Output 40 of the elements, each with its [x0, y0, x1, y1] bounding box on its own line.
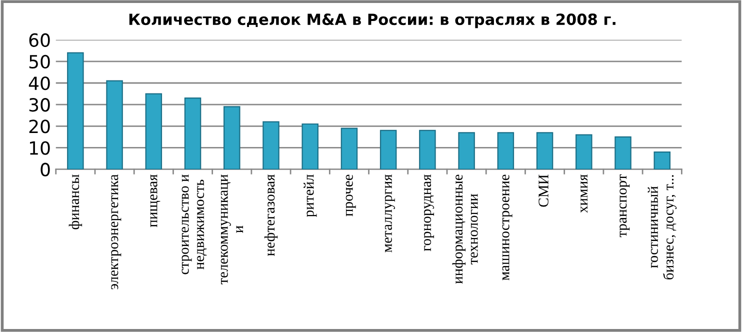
bar [654, 152, 670, 170]
x-tick-label: машиностроение [502, 174, 512, 280]
x-tick-label: металлургия [384, 174, 395, 252]
chart-title: Количество сделок M&A в России: в отраслях в 2008 г. [129, 14, 616, 28]
x-tick-label: прочее [346, 174, 356, 216]
x-tick-label: финансы [68, 174, 82, 230]
y-tick-label: 40 [28, 76, 50, 90]
y-tick-label: 10 [30, 141, 50, 155]
x-tick-label: горнорудная [424, 174, 434, 252]
y-tick-label: 0 [40, 162, 50, 176]
bar [380, 130, 397, 170]
x-tick-label: строительство и недвижимость [182, 174, 207, 274]
x-tick-label: СМИ [538, 174, 548, 207]
bar [67, 52, 84, 170]
bar [184, 98, 202, 170]
y-tick-label: 20 [29, 120, 50, 134]
x-tick-label: ритейл [304, 174, 317, 217]
x-tick-label: электроэнергетика [111, 174, 122, 290]
bar [536, 132, 554, 170]
x-tick-label: пищевая [150, 174, 160, 228]
x-tick-label: транспорт [620, 174, 630, 238]
bar [106, 80, 123, 170]
bar [614, 136, 632, 170]
y-tick-label: 60 [29, 33, 50, 47]
x-tick-label: телекоммуникаци и [220, 174, 244, 284]
y-tick-label: 30 [29, 98, 50, 112]
bar [576, 134, 592, 170]
y-tick-label: 50 [29, 54, 50, 69]
bar [224, 106, 240, 170]
bar [340, 128, 358, 170]
x-tick-label: гостиничный бизнес, досуг, т... [648, 175, 677, 280]
bar [262, 121, 280, 170]
bar [145, 93, 162, 170]
bar [497, 132, 514, 170]
x-tick-label: химия [580, 174, 588, 213]
bar [458, 132, 475, 170]
bar [419, 130, 436, 170]
bar [302, 123, 318, 170]
x-tick-label: информационные технологии [452, 174, 478, 284]
x-tick-label: нефтегазовая [264, 174, 278, 256]
